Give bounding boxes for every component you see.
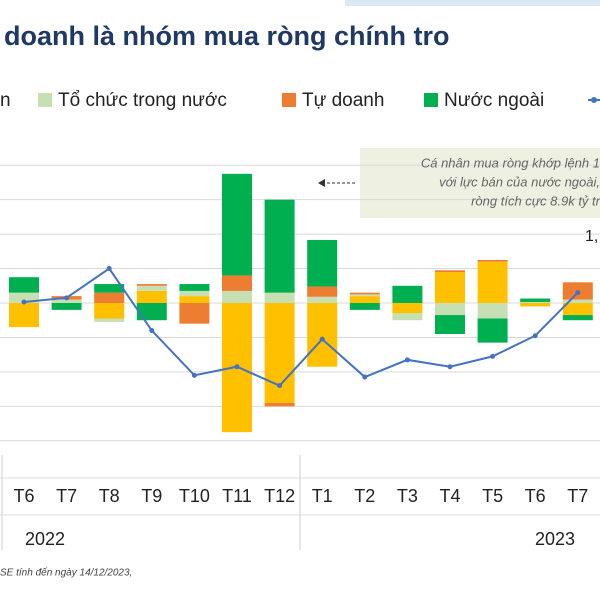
bar (222, 275, 252, 291)
bar (477, 261, 508, 303)
x-tick-label: T7 (56, 486, 77, 506)
legend-label: Nước ngoài (444, 90, 544, 111)
line-point (234, 364, 240, 370)
bar (179, 296, 210, 303)
bar (477, 303, 508, 319)
bar (179, 284, 210, 291)
line-point (362, 374, 368, 380)
annotation-text: với lực bán của nước ngoài, (439, 174, 600, 189)
line-point (447, 364, 453, 370)
footnote: SE tính đến ngày 14/12/2023, (0, 567, 132, 579)
bar (477, 318, 508, 343)
bar (94, 284, 125, 293)
bar (307, 239, 338, 287)
line-point (191, 372, 197, 378)
line-point (319, 336, 325, 342)
bar (307, 303, 338, 367)
bar (136, 290, 167, 303)
legend-swatch (424, 93, 438, 107)
bar (349, 296, 380, 303)
bar (307, 286, 338, 297)
bar (562, 299, 593, 303)
line-point (532, 333, 538, 339)
chart-title: doanh là nhóm mua ròng chính tro (4, 21, 450, 51)
arrow-head (318, 179, 325, 187)
bar (349, 292, 380, 295)
x-tick-label: T5 (482, 486, 503, 506)
year-label: 2022 (25, 529, 65, 549)
bar (392, 303, 423, 314)
annotation-box (360, 148, 600, 218)
bar (392, 285, 423, 303)
x-tick-label: T8 (99, 486, 120, 506)
line-point (21, 299, 27, 305)
bar (520, 303, 551, 307)
legend-swatch (282, 93, 296, 107)
line-series (23, 267, 579, 387)
bar (392, 313, 423, 321)
x-tick-label: T12 (264, 486, 295, 506)
x-tick-label: T9 (141, 486, 162, 506)
bar (222, 173, 252, 276)
bar (9, 292, 39, 303)
line-point (404, 357, 410, 363)
bar (307, 296, 338, 303)
bar (179, 290, 210, 297)
bar (435, 272, 465, 303)
bar (51, 299, 82, 303)
bar (9, 303, 39, 328)
line-point (277, 383, 283, 389)
x-tick-label: T2 (354, 486, 375, 506)
year-label: 2023 (535, 529, 575, 549)
top-strip (345, 0, 600, 6)
legend-marker (591, 97, 597, 103)
x-tick-label: T4 (439, 486, 460, 506)
bar (562, 315, 593, 321)
bar (435, 270, 465, 272)
bar (264, 199, 295, 293)
bar (94, 303, 125, 319)
line-point (149, 328, 155, 334)
legend-label: Tổ chức trong nước (58, 90, 227, 111)
line-point (490, 353, 496, 359)
bar (264, 292, 295, 303)
bar (349, 303, 380, 310)
annotation-text: Cá nhân mua ròng khớp lệnh 1 (421, 155, 600, 170)
bar (562, 303, 593, 316)
bar (136, 303, 167, 321)
x-tick-label: T11 (222, 486, 252, 506)
bar (349, 294, 380, 297)
bar (94, 292, 125, 303)
bar (136, 284, 167, 286)
bar (264, 402, 295, 407)
legend-label: n (0, 90, 11, 111)
bar (520, 301, 551, 303)
annotation-text: ròng tích cực 8.9k tỷ tr (471, 193, 600, 208)
line-point (106, 266, 112, 272)
point-label: 1, (585, 228, 598, 245)
bar (222, 290, 252, 303)
bar (477, 259, 508, 262)
bar (435, 303, 465, 316)
x-tick-label: T1 (312, 486, 333, 506)
x-tick-label: T6 (13, 486, 34, 506)
bar (9, 277, 39, 293)
x-tick-label: T10 (179, 486, 210, 506)
x-tick-label: T3 (397, 486, 418, 506)
legend-swatch (38, 93, 52, 107)
x-tick-label: T7 (567, 486, 588, 506)
line-point (64, 295, 70, 301)
bar (520, 298, 551, 302)
bar (136, 285, 167, 291)
x-tick-label: T6 (525, 486, 546, 506)
bar (179, 303, 210, 324)
bar (51, 303, 82, 310)
bar (94, 318, 125, 322)
line-point (575, 290, 581, 296)
legend-label: Tự doanh (302, 90, 384, 111)
bar (435, 315, 465, 334)
